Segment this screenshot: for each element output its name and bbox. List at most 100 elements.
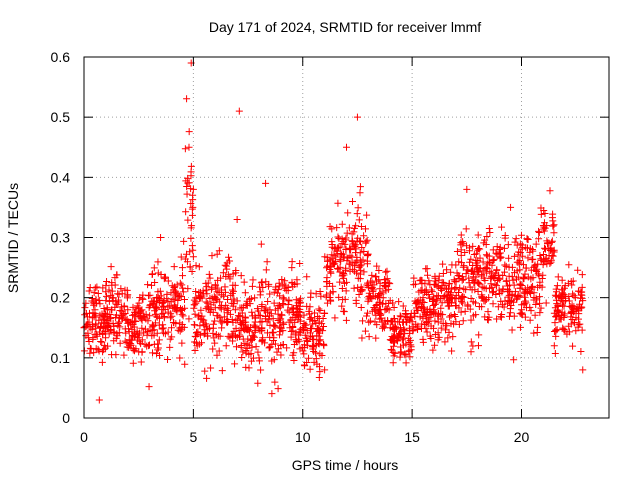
data-point xyxy=(258,325,266,333)
data-point xyxy=(552,292,560,300)
data-point xyxy=(183,250,191,258)
data-point xyxy=(288,279,296,287)
data-point xyxy=(485,224,493,232)
data-point xyxy=(277,311,285,319)
data-point xyxy=(266,290,274,298)
data-point xyxy=(93,332,101,340)
data-point xyxy=(263,258,271,266)
data-point xyxy=(180,296,188,304)
data-point xyxy=(330,244,338,252)
data-point xyxy=(497,253,505,261)
data-point xyxy=(129,332,137,340)
data-point xyxy=(492,290,500,298)
data-point xyxy=(553,300,561,308)
data-point xyxy=(423,288,431,296)
data-point xyxy=(560,302,568,310)
data-point xyxy=(420,307,428,315)
data-point xyxy=(447,268,455,276)
data-point xyxy=(205,270,213,278)
data-point xyxy=(155,336,163,344)
data-point xyxy=(312,290,320,298)
data-point xyxy=(496,275,504,283)
data-point xyxy=(108,294,116,302)
data-point xyxy=(567,308,575,316)
data-point xyxy=(422,265,430,273)
data-point xyxy=(184,216,192,224)
data-point xyxy=(287,327,295,335)
data-point xyxy=(172,291,180,299)
data-point xyxy=(310,358,318,366)
data-point xyxy=(357,238,365,246)
data-point xyxy=(334,199,342,207)
data-point xyxy=(171,304,179,312)
data-point xyxy=(342,287,350,295)
data-point xyxy=(352,296,360,304)
data-point xyxy=(148,332,156,340)
data-point xyxy=(406,353,414,361)
data-point xyxy=(471,277,479,285)
data-point xyxy=(116,339,124,347)
data-point xyxy=(364,282,372,290)
data-point xyxy=(524,244,532,252)
data-point xyxy=(202,279,210,287)
data-point xyxy=(455,275,463,283)
data-point xyxy=(159,324,167,332)
data-point xyxy=(481,313,489,321)
data-point xyxy=(397,330,405,338)
data-point xyxy=(179,312,187,320)
data-point xyxy=(486,228,494,236)
data-point xyxy=(121,310,129,318)
data-point xyxy=(427,334,435,342)
data-point xyxy=(268,340,276,348)
data-point xyxy=(518,282,526,290)
data-point xyxy=(203,374,211,382)
data-point xyxy=(271,322,279,330)
data-point xyxy=(391,349,399,357)
data-point xyxy=(478,294,486,302)
data-point xyxy=(549,252,557,260)
data-point xyxy=(190,301,198,309)
data-point xyxy=(95,396,103,404)
data-point xyxy=(125,343,133,351)
data-point xyxy=(321,253,329,261)
data-point xyxy=(457,251,465,259)
data-point xyxy=(379,300,387,308)
data-point xyxy=(339,250,347,258)
data-point xyxy=(289,283,297,291)
data-point xyxy=(254,307,262,315)
data-point xyxy=(386,336,394,344)
data-point xyxy=(164,328,172,336)
data-point xyxy=(251,314,259,322)
data-point xyxy=(85,287,93,295)
data-point xyxy=(145,383,153,391)
data-point xyxy=(452,318,460,326)
data-point xyxy=(416,277,424,285)
data-point xyxy=(86,349,94,357)
data-point xyxy=(550,342,558,350)
data-point xyxy=(214,312,222,320)
data-point xyxy=(538,275,546,283)
data-point xyxy=(148,323,156,331)
data-point xyxy=(501,268,509,276)
data-point xyxy=(441,282,449,290)
data-point xyxy=(559,290,567,298)
data-point xyxy=(257,366,265,374)
data-point xyxy=(229,318,237,326)
data-point xyxy=(247,295,255,303)
data-point xyxy=(289,308,297,316)
data-point xyxy=(332,258,340,266)
data-point xyxy=(223,265,231,273)
data-point xyxy=(541,210,549,218)
data-point xyxy=(558,276,566,284)
data-point xyxy=(241,340,249,348)
data-point xyxy=(409,327,417,335)
data-point xyxy=(548,237,556,245)
data-point xyxy=(257,240,265,248)
data-point xyxy=(558,286,566,294)
data-point xyxy=(348,237,356,245)
data-point xyxy=(160,314,168,322)
data-point xyxy=(346,244,354,252)
data-point xyxy=(200,321,208,329)
data-point xyxy=(425,277,433,285)
